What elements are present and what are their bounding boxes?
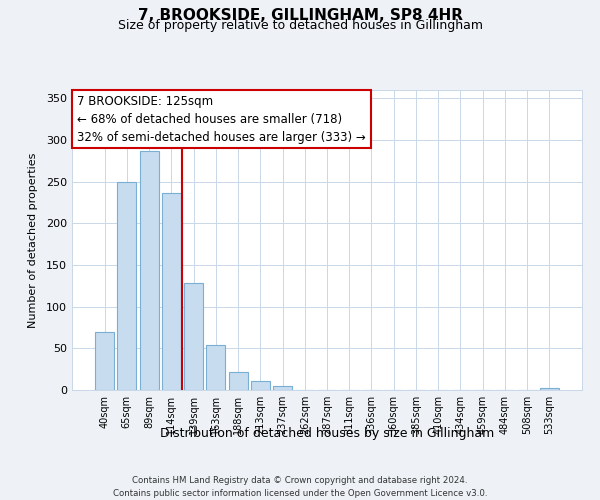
Text: 7, BROOKSIDE, GILLINGHAM, SP8 4HR: 7, BROOKSIDE, GILLINGHAM, SP8 4HR [137,8,463,22]
Text: Size of property relative to detached houses in Gillingham: Size of property relative to detached ho… [118,19,482,32]
Bar [118,182,136,390]
Bar [95,332,114,390]
Bar [162,192,181,390]
Bar [140,151,158,390]
Bar [251,381,270,390]
Text: Distribution of detached houses by size in Gillingham: Distribution of detached houses by size … [160,428,494,440]
Bar [540,388,559,390]
Text: Contains HM Land Registry data © Crown copyright and database right 2024.
Contai: Contains HM Land Registry data © Crown c… [113,476,487,498]
Bar [184,284,203,390]
Bar [273,386,292,390]
Bar [229,372,248,390]
Text: 7 BROOKSIDE: 125sqm
← 68% of detached houses are smaller (718)
32% of semi-detac: 7 BROOKSIDE: 125sqm ← 68% of detached ho… [77,94,366,144]
Y-axis label: Number of detached properties: Number of detached properties [28,152,38,328]
Bar [206,345,225,390]
